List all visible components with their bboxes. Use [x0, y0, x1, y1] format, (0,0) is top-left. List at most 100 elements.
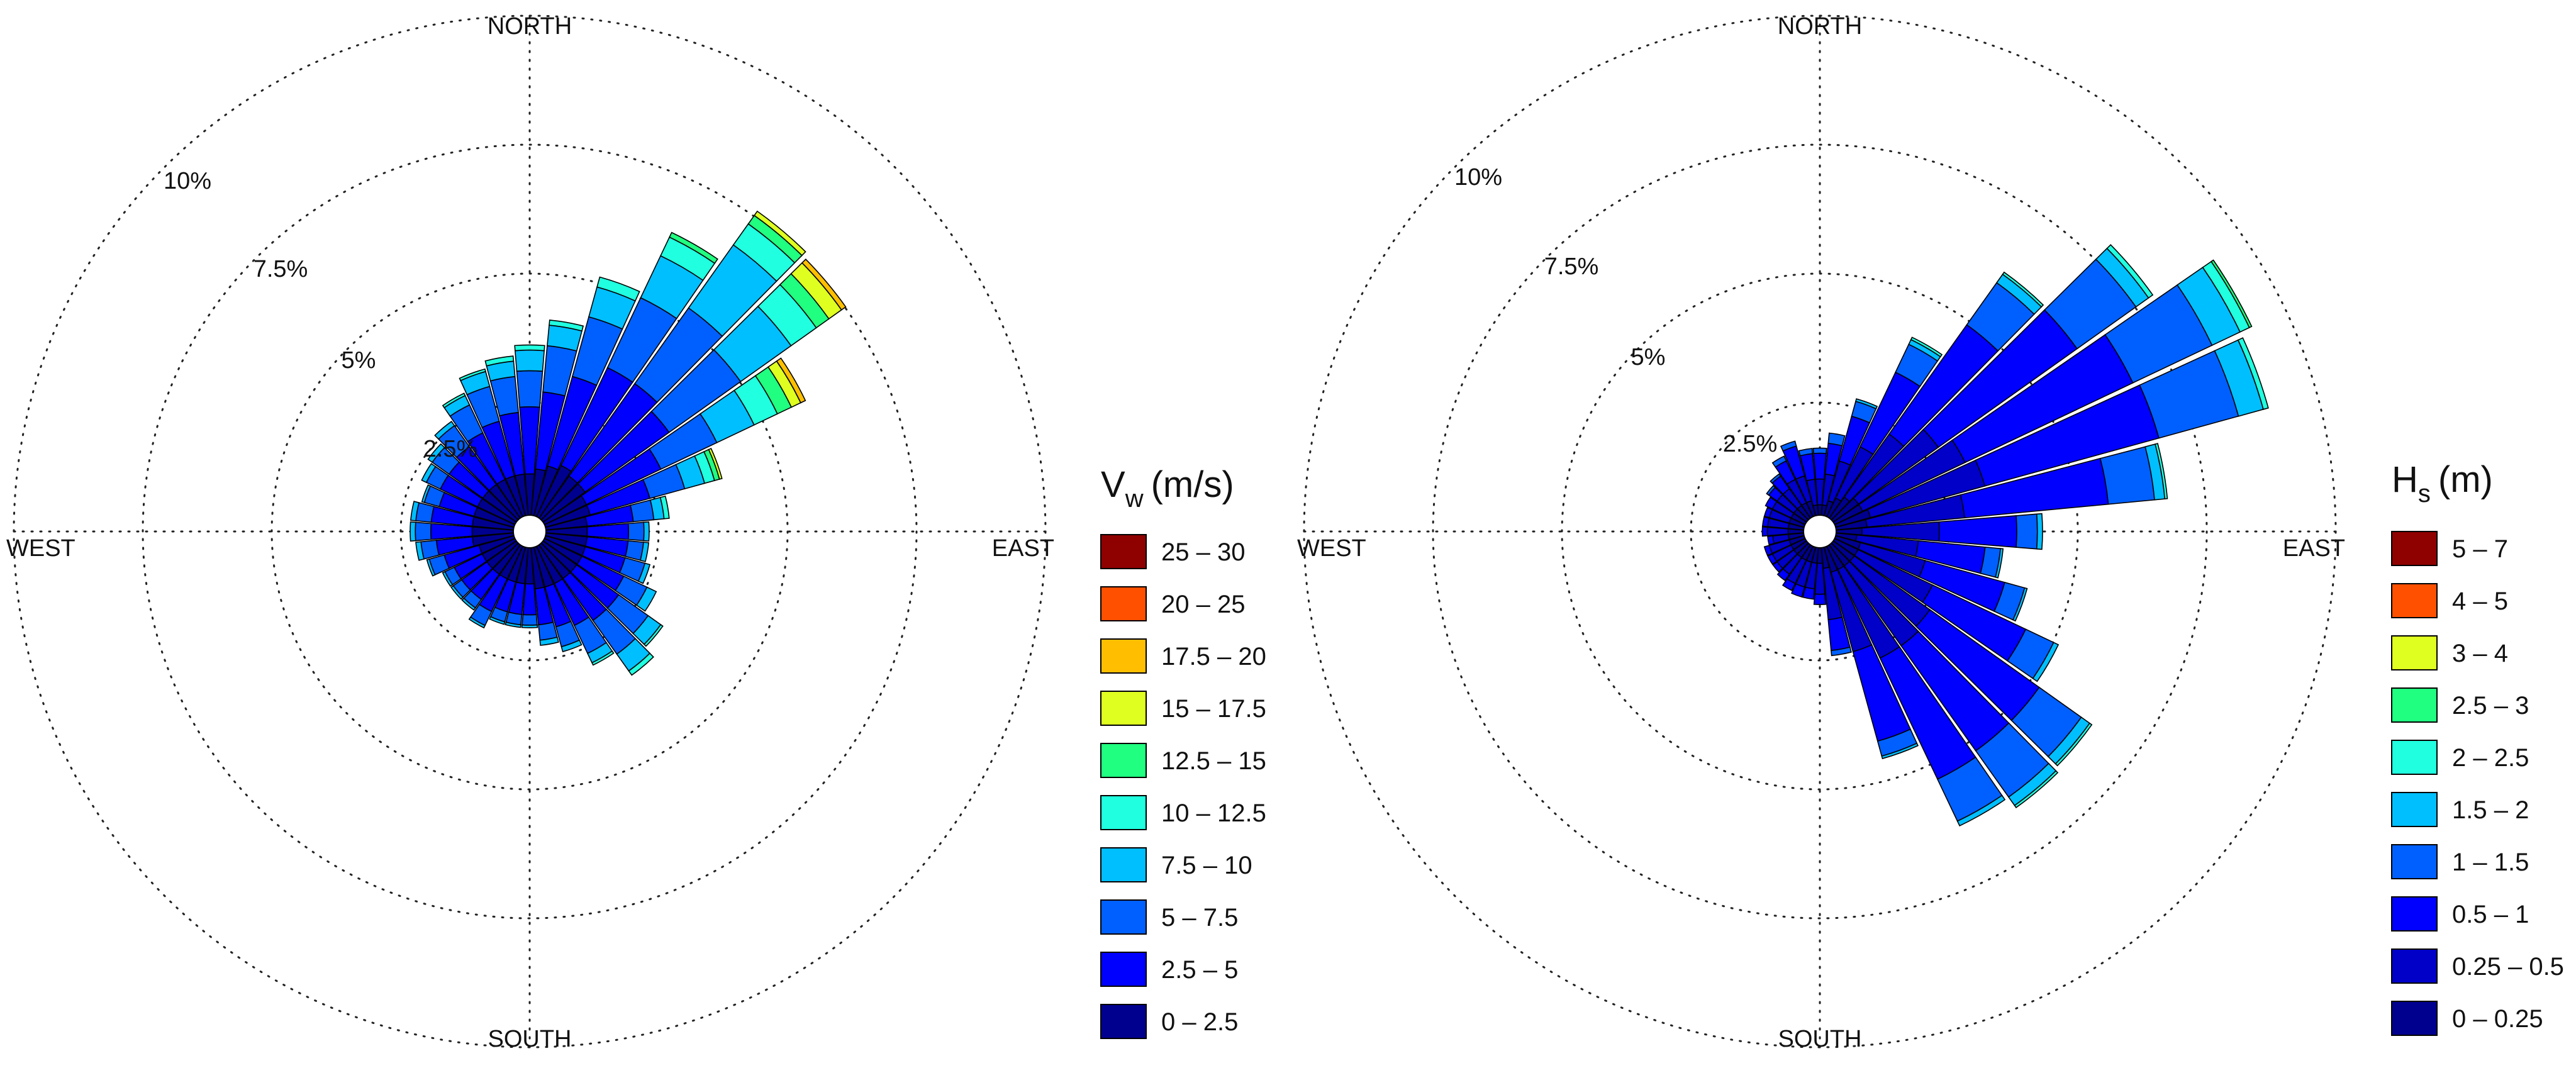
- legend-label: 0.5 – 1: [2452, 901, 2529, 928]
- petal-dir-110-bin-4: [2012, 587, 2028, 622]
- petal-dir-0-bin-3: [1812, 447, 1827, 454]
- legend-label: 15 – 17.5: [1161, 695, 1266, 723]
- petal-dir-330-bin-3: [1771, 455, 1787, 468]
- ring-label-10: 10%: [1454, 164, 1502, 191]
- petal-dir-90-bin-3: [2016, 513, 2038, 550]
- legend-swatch: [1100, 899, 1147, 935]
- legend-swatch: [2391, 1001, 2438, 1036]
- petal-dir-80-bin-5: [2155, 443, 2168, 500]
- petal-dir-100-bin-4: [1995, 548, 2004, 579]
- petal-dir-270-bin-2: [1761, 526, 1768, 537]
- ring-label-7-5: 7.5%: [1544, 253, 1599, 280]
- ring-label-10: 10%: [164, 168, 211, 194]
- legend-swatch: [2391, 792, 2438, 827]
- legend-label: 2.5 – 5: [1161, 956, 1238, 984]
- center-hub: [1803, 515, 1837, 548]
- legend-label: 5 – 7.5: [1161, 904, 1238, 932]
- petal-dir-90-bin-4: [2036, 513, 2043, 550]
- petal-dir-30-bin-5: [669, 231, 718, 264]
- legend-label: 0 – 2.5: [1161, 1008, 1238, 1036]
- petal-dir-200-bin-3: [489, 616, 506, 625]
- legend-label: 5 – 7: [2452, 535, 2508, 563]
- petal-dir-60-bin-7: [776, 357, 806, 404]
- south-label: SOUTH: [1778, 1026, 1862, 1052]
- legend-swatch: [1100, 534, 1147, 569]
- legend-swatch: [1100, 743, 1147, 778]
- grid-ring-2: [142, 143, 918, 920]
- petal-dir-210-bin-2: [1781, 578, 1796, 591]
- petal-dir-190-bin-2: [1802, 586, 1815, 600]
- petal-dir-340-bin-3: [1780, 440, 1797, 452]
- north-label: NORTH: [1778, 13, 1862, 40]
- petal-dir-0-bin-4: [514, 344, 545, 352]
- petal-dir-150-bin-4: [1956, 794, 2006, 826]
- south-label: SOUTH: [488, 1026, 572, 1052]
- petal-dir-40-bin-5: [2002, 271, 2044, 308]
- petal-dir-220-bin-3: [461, 597, 476, 611]
- petal-dir-350-bin-3: [1798, 448, 1814, 457]
- petal-dir-50-bin-7: [801, 259, 847, 311]
- petal-dir-10-bin-4: [549, 320, 584, 332]
- petal-dir-180-bin-2: [1813, 593, 1827, 606]
- petal-dir-0-bin-2: [1813, 452, 1827, 480]
- petal-dir-250-bin-2: [1763, 545, 1773, 557]
- petal-dir-30-bin-5: [1910, 337, 1943, 358]
- legend-swatch: [2391, 948, 2438, 984]
- petal-dir-120-bin-4: [2032, 642, 2060, 682]
- legend-label: 2 – 2.5: [2452, 744, 2529, 772]
- petal-dir-180-bin-1: [522, 583, 537, 616]
- petal-dir-10-bin-3: [1827, 432, 1846, 447]
- petal-dir-340-bin-4: [459, 368, 486, 382]
- ring-label-5: 5%: [342, 347, 376, 374]
- legend-swatch: [1100, 847, 1147, 882]
- legend-swatch: [2391, 844, 2438, 879]
- petal-dir-250-bin-3: [426, 558, 436, 577]
- legend-swatch: [2391, 687, 2438, 723]
- legend-swatch: [1100, 952, 1147, 987]
- petal-dir-180-bin-2: [521, 614, 538, 626]
- petal-dir-350-bin-4: [484, 355, 515, 367]
- petal-dir-80-bin-4: [659, 495, 670, 520]
- ring-label-2-5: 2.5%: [423, 436, 478, 462]
- petal-dir-150-bin-4: [591, 650, 615, 666]
- north-label: NORTH: [488, 13, 572, 40]
- petal-dir-70-bin-6: [708, 447, 723, 480]
- grid-ring-1: [270, 272, 789, 791]
- petal-dir-310-bin-3: [1766, 484, 1776, 496]
- legend-label: 3 – 4: [2452, 640, 2508, 667]
- petal-dir-90-bin-2: [627, 521, 645, 542]
- petal-dir-20-bin-4: [1855, 398, 1878, 409]
- petal-dir-280-bin-3: [410, 501, 420, 521]
- petal-dir-290-bin-3: [421, 484, 432, 503]
- petal-dir-100-bin-3: [639, 542, 650, 562]
- petal-dir-80-bin-3: [2099, 446, 2155, 505]
- petal-dir-140-bin-5: [2014, 770, 2059, 809]
- legend-swatch: [1100, 586, 1147, 621]
- legend-swatch: [2391, 896, 2438, 932]
- petal-dir-170-bin-3: [1831, 646, 1852, 657]
- petal-dir-60-bin-6: [2211, 259, 2253, 328]
- east-label: EAST: [992, 535, 1054, 562]
- petal-dir-320-bin-3: [434, 420, 455, 440]
- east-label: EAST: [2283, 535, 2345, 562]
- petal-dir-130-bin-5: [2055, 722, 2093, 767]
- ring-label-2-5: 2.5%: [1723, 431, 1778, 457]
- polar-grid: [13, 14, 1047, 1049]
- legend-swatch: [2391, 531, 2438, 566]
- petal-dir-240-bin-3: [442, 570, 454, 587]
- legend-label: 1.5 – 2: [2452, 796, 2529, 824]
- legend-label: 25 – 30: [1161, 538, 1245, 566]
- petal-dir-300-bin-3: [421, 462, 437, 484]
- petal-dir-270-bin-3: [410, 521, 416, 542]
- petal-dir-190-bin-3: [505, 621, 521, 628]
- petal-dir-270-bin-2: [415, 521, 432, 542]
- legend-label: 1 – 1.5: [2452, 848, 2529, 876]
- grid-ring-1: [1561, 272, 2079, 791]
- petal-dir-310-bin-3: [427, 443, 445, 464]
- legend-swatch: [1100, 638, 1147, 674]
- petal-dir-120-bin-3: [635, 586, 657, 612]
- petal-dir-220-bin-2: [1776, 568, 1790, 582]
- petal-dir-0-bin-3: [515, 349, 545, 372]
- legend-label: 12.5 – 15: [1161, 747, 1266, 775]
